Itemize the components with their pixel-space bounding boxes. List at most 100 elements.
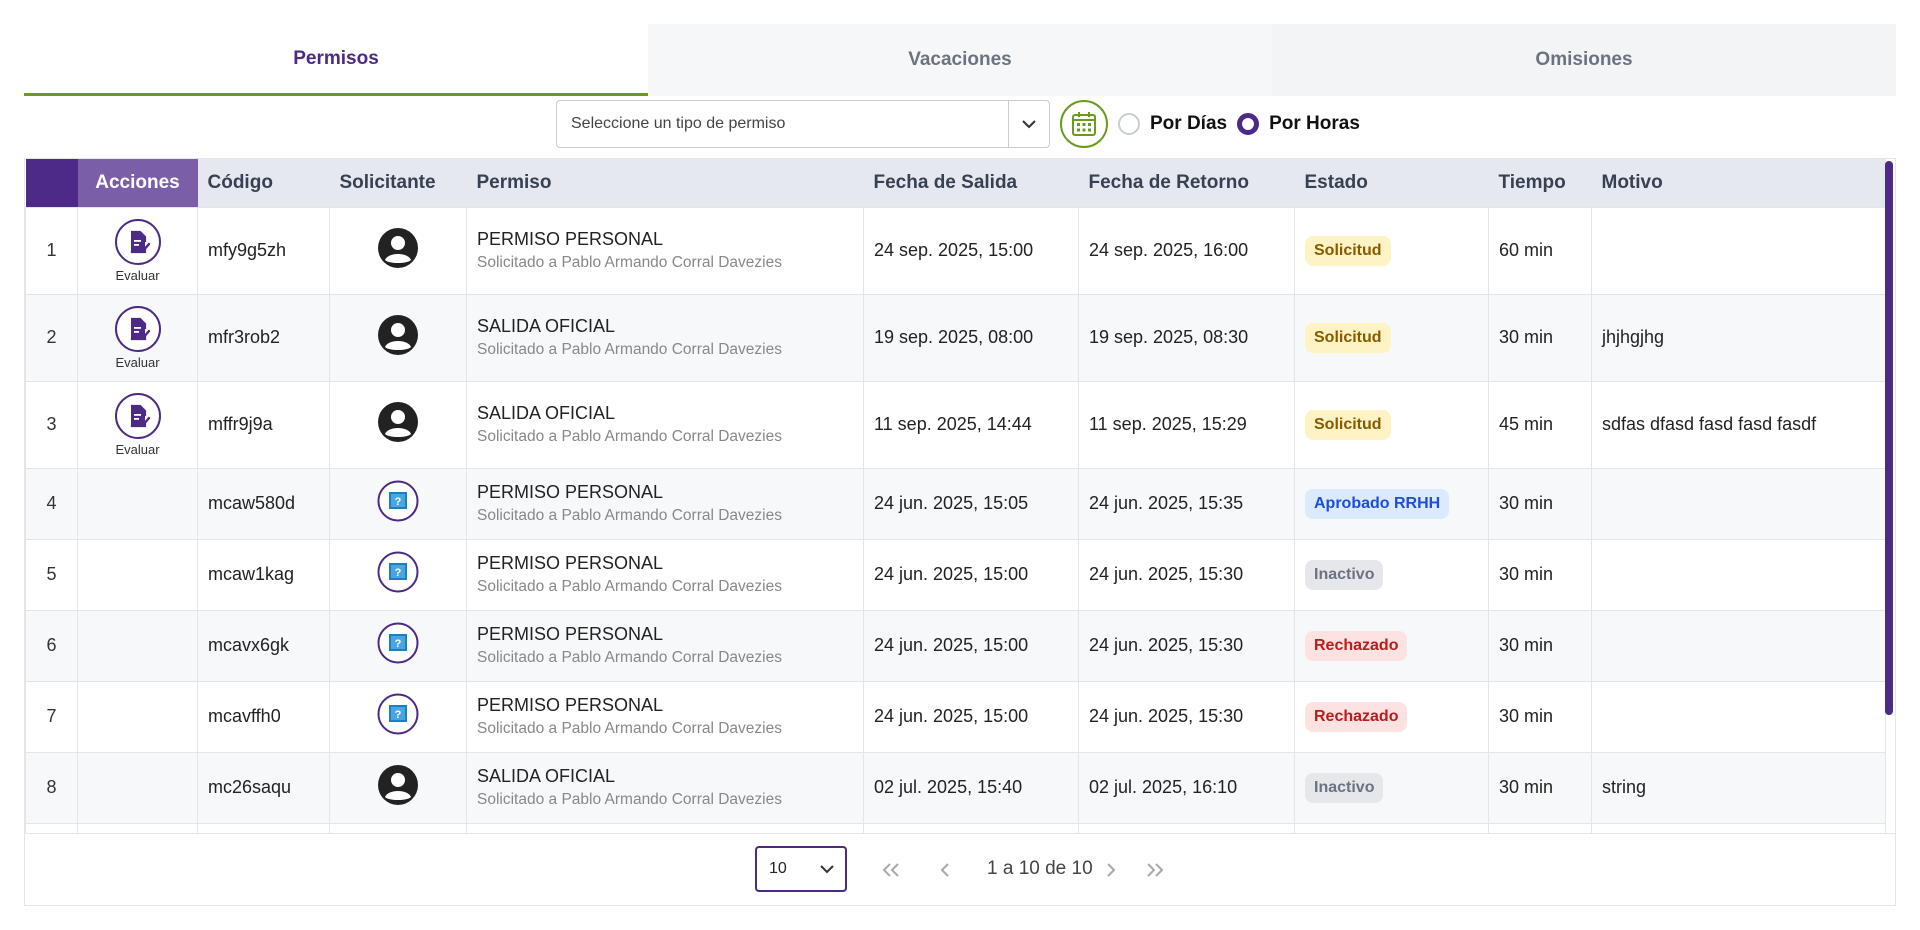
chevron-down-icon[interactable] [1008, 101, 1049, 147]
tab-vacaciones[interactable]: Vacaciones [648, 24, 1272, 96]
header-fecha-retorno[interactable]: Fecha de Retorno [1088, 171, 1249, 193]
tiempo-value: 30 min [1499, 635, 1554, 655]
status-badge: Solicitud [1305, 322, 1391, 353]
row-estado: Solicitud [1294, 380, 1489, 469]
row-estado: Inactivo [1294, 751, 1489, 824]
last-page-icon[interactable] [1141, 856, 1169, 884]
radio-por-dias[interactable]: Por Días [1118, 113, 1227, 135]
header-estado[interactable]: Estado [1304, 171, 1368, 193]
row-motivo: sdfas dfasd fasd fasd fasdf [1591, 380, 1886, 469]
evaluate-button[interactable]: Evaluar [114, 218, 161, 283]
pagination-summary: 1 a 10 de 10 [987, 858, 1093, 879]
row-codigo: mcavffh0 [197, 680, 330, 753]
evaluate-button[interactable]: Evaluar [114, 392, 161, 457]
table-row[interactable]: 1 Evaluar mfy9g5zh PERMISO PERSONAL Solicita… [25, 206, 1886, 295]
row-cell-partial [863, 822, 1079, 833]
row-cell-partial [1488, 822, 1592, 833]
row-fecha-salida: 24 sep. 2025, 15:00 [863, 206, 1079, 295]
row-motivo [1591, 680, 1886, 753]
header-index [25, 159, 78, 207]
svg-text:?: ? [395, 567, 402, 579]
vertical-scrollbar[interactable] [1885, 161, 1893, 715]
radio-por-horas-label: Por Horas [1269, 113, 1360, 134]
user-avatar-icon [377, 402, 419, 447]
row-fecha-retorno: 24 jun. 2025, 15:30 [1078, 538, 1295, 611]
next-page-icon[interactable] [1097, 856, 1125, 884]
row-fecha-retorno: 19 sep. 2025, 08:30 [1078, 293, 1295, 382]
row-cell-partial [197, 822, 330, 833]
radio-circle[interactable] [1118, 113, 1140, 135]
header-fecha-salida[interactable]: Fecha de Salida [873, 171, 1018, 193]
table-row[interactable]: 3 Evaluar mffr9j9a SALIDA OFICIAL Solicitado… [25, 380, 1886, 469]
codigo-value: mcavx6gk [208, 635, 290, 655]
row-cell-partial [25, 822, 78, 833]
row-fecha-retorno: 11 sep. 2025, 15:29 [1078, 380, 1295, 469]
table-row[interactable]: 5 mcaw1kag? PERMISO PERSONAL Solicitado a P… [25, 538, 1886, 611]
tiempo-value: 30 min [1499, 564, 1554, 584]
first-page-icon[interactable] [877, 856, 905, 884]
row-fecha-salida: 24 jun. 2025, 15:00 [863, 680, 1079, 753]
row-index: 6 [25, 609, 78, 682]
row-cell-partial [466, 822, 864, 833]
prev-page-icon[interactable] [931, 856, 959, 884]
svg-text:?: ? [395, 496, 402, 508]
table-row[interactable]: 4 mcaw580d? PERMISO PERSONAL Solicitado a P… [25, 467, 1886, 540]
row-motivo [1591, 467, 1886, 540]
radio-por-horas[interactable]: Por Horas [1237, 113, 1360, 135]
radio-circle-selected[interactable] [1237, 113, 1260, 135]
permiso-requested-to: Solicitado a Pablo Armando Corral Davezi… [477, 507, 782, 524]
tiempo-value: 30 min [1499, 706, 1554, 726]
svg-text:?: ? [395, 638, 402, 650]
tiempo-value: 30 min [1499, 327, 1554, 347]
header-permiso[interactable]: Permiso [476, 171, 552, 193]
table-row[interactable]: 7 mcavffh0? PERMISO PERSONAL Solicitado a P… [25, 680, 1886, 753]
permit-type-select[interactable]: Seleccione un tipo de permiso [556, 100, 1050, 148]
page-size-select[interactable]: 10 [755, 846, 847, 892]
row-solicitante: ? [329, 467, 467, 540]
unknown-image-icon: ? [377, 693, 419, 739]
calendar-icon [1072, 112, 1096, 136]
permit-type-placeholder: Seleccione un tipo de permiso [571, 115, 786, 132]
tab-bar: Permisos Vacaciones Omisiones [24, 24, 1896, 96]
table-row[interactable]: 2 Evaluar mfr3rob2 SALIDA OFICIAL Solicitado… [25, 293, 1886, 382]
row-motivo [1591, 538, 1886, 611]
header-acciones[interactable]: Acciones [77, 159, 198, 207]
page-size-value: 10 [769, 860, 787, 877]
user-avatar-icon [377, 765, 419, 810]
codigo-value: mcaw1kag [208, 564, 295, 584]
calendar-button[interactable] [1060, 100, 1108, 148]
permiso-name: SALIDA OFICIAL [477, 403, 616, 423]
evaluate-button[interactable]: Evaluar [114, 305, 161, 370]
permiso-name: PERMISO PERSONAL [477, 624, 664, 644]
header-solicitante[interactable]: Solicitante [339, 171, 436, 193]
row-motivo: jhjhgjhg [1591, 293, 1886, 382]
row-codigo: mcaw1kag [197, 538, 330, 611]
row-cell-partial [77, 822, 198, 833]
tab-permisos[interactable]: Permisos [24, 24, 648, 96]
row-index-value: 2 [46, 327, 57, 347]
tab-omisiones[interactable]: Omisiones [1272, 24, 1896, 96]
permiso-requested-to: Solicitado a Pablo Armando Corral Davezi… [477, 428, 782, 445]
table-row[interactable]: 8 mc26saqu SALIDA OFICIAL Solicitado a Pabl… [25, 751, 1886, 824]
row-tiempo: 45 min [1488, 380, 1592, 469]
row-tiempo: 30 min [1488, 467, 1592, 540]
permits-table: Acciones Código Solicitante Permiso Fech… [25, 159, 1886, 833]
permiso-name: SALIDA OFICIAL [477, 766, 616, 786]
header-tiempo[interactable]: Tiempo [1498, 171, 1566, 193]
header-motivo[interactable]: Motivo [1601, 171, 1663, 193]
permiso-requested-to: Solicitado a Pablo Armando Corral Davezi… [477, 254, 782, 271]
permiso-name: PERMISO PERSONAL [477, 695, 664, 715]
table-row[interactable]: 6 mcavx6gk? PERMISO PERSONAL Solicitado a P… [25, 609, 1886, 682]
row-motivo [1591, 206, 1886, 295]
table-body: 1 Evaluar mfy9g5zh PERMISO PERSONAL Solicita… [25, 206, 1886, 833]
row-fecha-retorno: 02 jul. 2025, 16:10 [1078, 751, 1295, 824]
row-estado: Aprobado RRHH [1294, 467, 1489, 540]
evaluate-label: Evaluar [115, 354, 160, 370]
table-row[interactable] [25, 822, 1886, 833]
row-motivo: string [1591, 751, 1886, 824]
header-codigo[interactable]: Código [207, 171, 273, 193]
permits-table-container: Acciones Código Solicitante Permiso Fech… [24, 158, 1896, 834]
status-badge: Solicitud [1305, 409, 1391, 440]
codigo-value: mfr3rob2 [208, 327, 281, 347]
row-permiso: SALIDA OFICIAL Solicitado a Pablo Armando… [466, 380, 864, 469]
